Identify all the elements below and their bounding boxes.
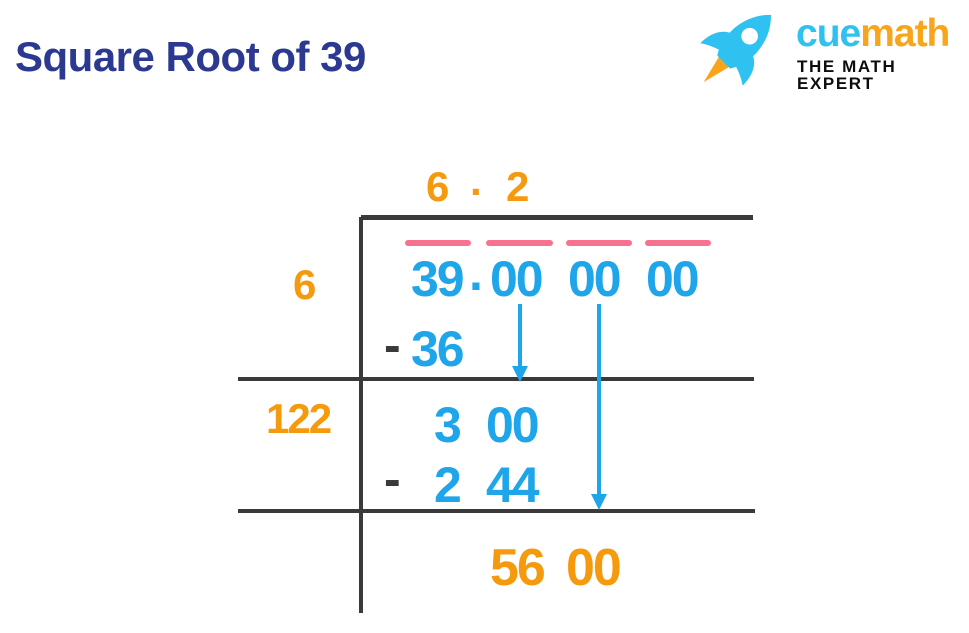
quotient-decimal-point: . — [470, 157, 482, 204]
rocket-icon — [700, 14, 771, 86]
product-row-left: 3 — [434, 397, 462, 453]
subtract2-right: 44 — [486, 457, 540, 513]
brand-tagline: THE MATH EXPERT — [797, 57, 897, 93]
divisor-step1: 6 — [293, 261, 317, 308]
pair-overbar-2 — [486, 240, 553, 246]
subtraction-line-1 — [238, 377, 754, 381]
dividend-pair2: 00 — [490, 251, 544, 307]
dividend-decimal-point: . — [469, 245, 483, 301]
divisor-step2: 122 — [266, 395, 332, 442]
remainder-left: 56 — [490, 539, 546, 597]
quotient-fraction: 2 — [506, 163, 530, 210]
product-row-right: 00 — [486, 397, 540, 453]
pair-overbar-4 — [645, 240, 711, 246]
dividend-pair3: 00 — [568, 251, 622, 307]
bring-down-arrow-1 — [512, 304, 528, 382]
page-title: Square Root of 39 — [15, 33, 366, 80]
remainder-right: 00 — [566, 539, 622, 597]
quotient-integer: 6 — [426, 163, 450, 210]
minus-sign-1: - — [384, 317, 401, 373]
subtraction-line-2 — [238, 509, 755, 513]
subtract1-value: 36 — [411, 321, 465, 377]
brand-wordmark-math: math — [860, 12, 950, 55]
radical-top-line — [361, 215, 753, 220]
pair-overbar-1 — [405, 240, 471, 246]
subtract2-left: 2 — [434, 457, 462, 513]
divisor-vertical-line — [359, 217, 363, 613]
pair-overbar-3 — [566, 240, 632, 246]
brand-wordmark: cuemath — [796, 12, 950, 55]
dividend-pair1: 39 — [411, 251, 465, 307]
brand-wordmark-cue: cue — [796, 12, 861, 55]
brand-logo: cuemath THE MATH EXPERT — [690, 0, 969, 95]
bring-down-arrow-2 — [591, 304, 607, 510]
minus-sign-2: - — [384, 451, 401, 507]
dividend-pair4: 00 — [646, 251, 700, 307]
